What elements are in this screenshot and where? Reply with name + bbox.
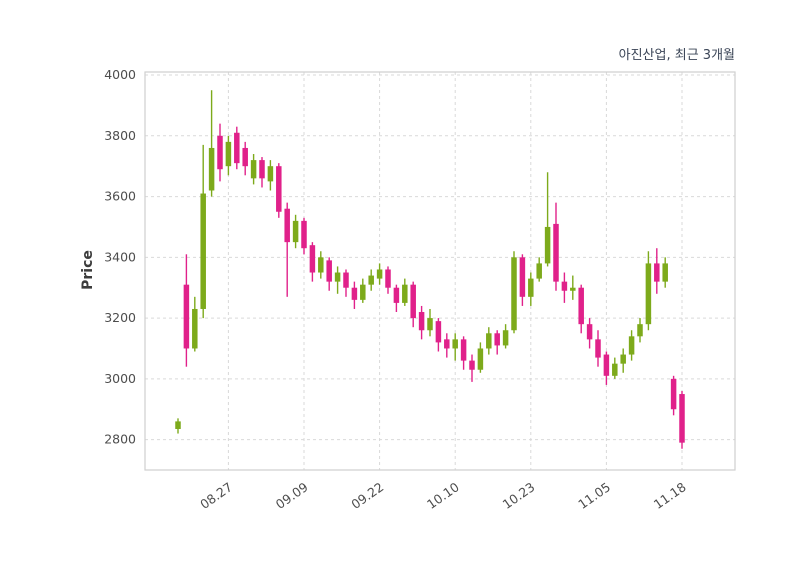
candle-body [183, 284, 190, 349]
candle-body [250, 160, 257, 179]
candle-body [318, 257, 324, 273]
x-tick-label: 10.10 [424, 479, 462, 512]
candle-body [242, 147, 248, 167]
candle-body [486, 333, 492, 349]
candle-body [234, 132, 240, 164]
candle-body [670, 378, 677, 410]
candle-body [208, 147, 215, 191]
candle-body [586, 324, 593, 340]
candle-body [654, 263, 660, 282]
y-tick-label: 4000 [104, 67, 136, 82]
plot-root: 2800 3000 3200 3400 3600 3800 4000 08.27 09.09 09… [104, 67, 736, 512]
x-tick-label: 09.22 [348, 479, 386, 512]
candle-body [444, 339, 450, 349]
candle-body [351, 287, 358, 300]
candle-body [477, 348, 484, 370]
candle-body [561, 281, 568, 291]
candle-body [628, 336, 635, 355]
y-tick-label: 3000 [104, 371, 136, 386]
y-axis-label: Price [80, 250, 96, 290]
candle-body [276, 166, 282, 212]
candle-body [410, 284, 416, 319]
x-tick-label: 11.18 [651, 479, 689, 512]
candle-body [645, 263, 652, 325]
candle-body [460, 339, 467, 361]
candle-body [637, 324, 643, 337]
y-tick-label: 3400 [104, 249, 136, 264]
candle-body [662, 263, 668, 282]
candle-body [679, 394, 685, 443]
candle-body [301, 220, 307, 249]
candle-body [225, 141, 232, 167]
chart-title: 아진산업, 최근 3개월 [618, 48, 735, 63]
candle-body [544, 226, 551, 264]
candle-body [418, 312, 425, 331]
candle-body [217, 135, 223, 170]
candle-body [393, 287, 400, 303]
candle-body [511, 257, 517, 331]
candle-body [494, 333, 500, 346]
candle-body [343, 272, 349, 288]
candle-body [578, 287, 584, 325]
candle-body [292, 220, 299, 243]
candle-body [175, 421, 181, 429]
x-tick-label: 10.23 [500, 479, 538, 512]
candle-body [528, 278, 534, 297]
candle-body [553, 223, 559, 282]
y-tick-label: 3200 [104, 310, 136, 325]
candle-body [402, 284, 408, 303]
candle-body [469, 360, 475, 370]
candle-body [326, 260, 332, 282]
candle-body [536, 263, 542, 279]
candle-body [612, 363, 618, 376]
y-tick-label: 3800 [104, 128, 136, 143]
candle-body [368, 275, 374, 285]
candle-body [502, 330, 509, 346]
candles [175, 90, 685, 449]
candle-body [519, 257, 526, 297]
candle-body [435, 321, 442, 343]
x-tick-label: 09.09 [273, 479, 311, 512]
candle-body [376, 269, 383, 279]
candle-body [620, 354, 626, 364]
candle-body [570, 287, 576, 291]
x-tick-labels: 08.27 09.09 09.22 10.10 10.23 11.05 11.18 [197, 479, 689, 512]
candle-body [259, 160, 265, 179]
candle-body [360, 284, 366, 300]
candle-body [427, 318, 433, 331]
candle-body [284, 208, 290, 243]
x-tick-label: 11.05 [575, 479, 613, 512]
candle-body [200, 193, 206, 309]
plot-border [144, 71, 736, 471]
candle-body [595, 339, 601, 358]
candle-body [603, 354, 610, 376]
candle-body [192, 308, 198, 349]
candle-body [267, 166, 274, 182]
y-tick-label: 2800 [104, 432, 136, 447]
x-tick-label: 08.27 [197, 479, 235, 512]
y-tick-labels: 2800 3000 3200 3400 3600 3800 4000 [104, 67, 136, 447]
candle-body [452, 339, 458, 349]
candle-body [385, 269, 391, 288]
gridlines [145, 72, 735, 470]
candle-body [309, 245, 316, 273]
candle-body [334, 272, 341, 282]
y-tick-label: 3600 [104, 189, 136, 204]
